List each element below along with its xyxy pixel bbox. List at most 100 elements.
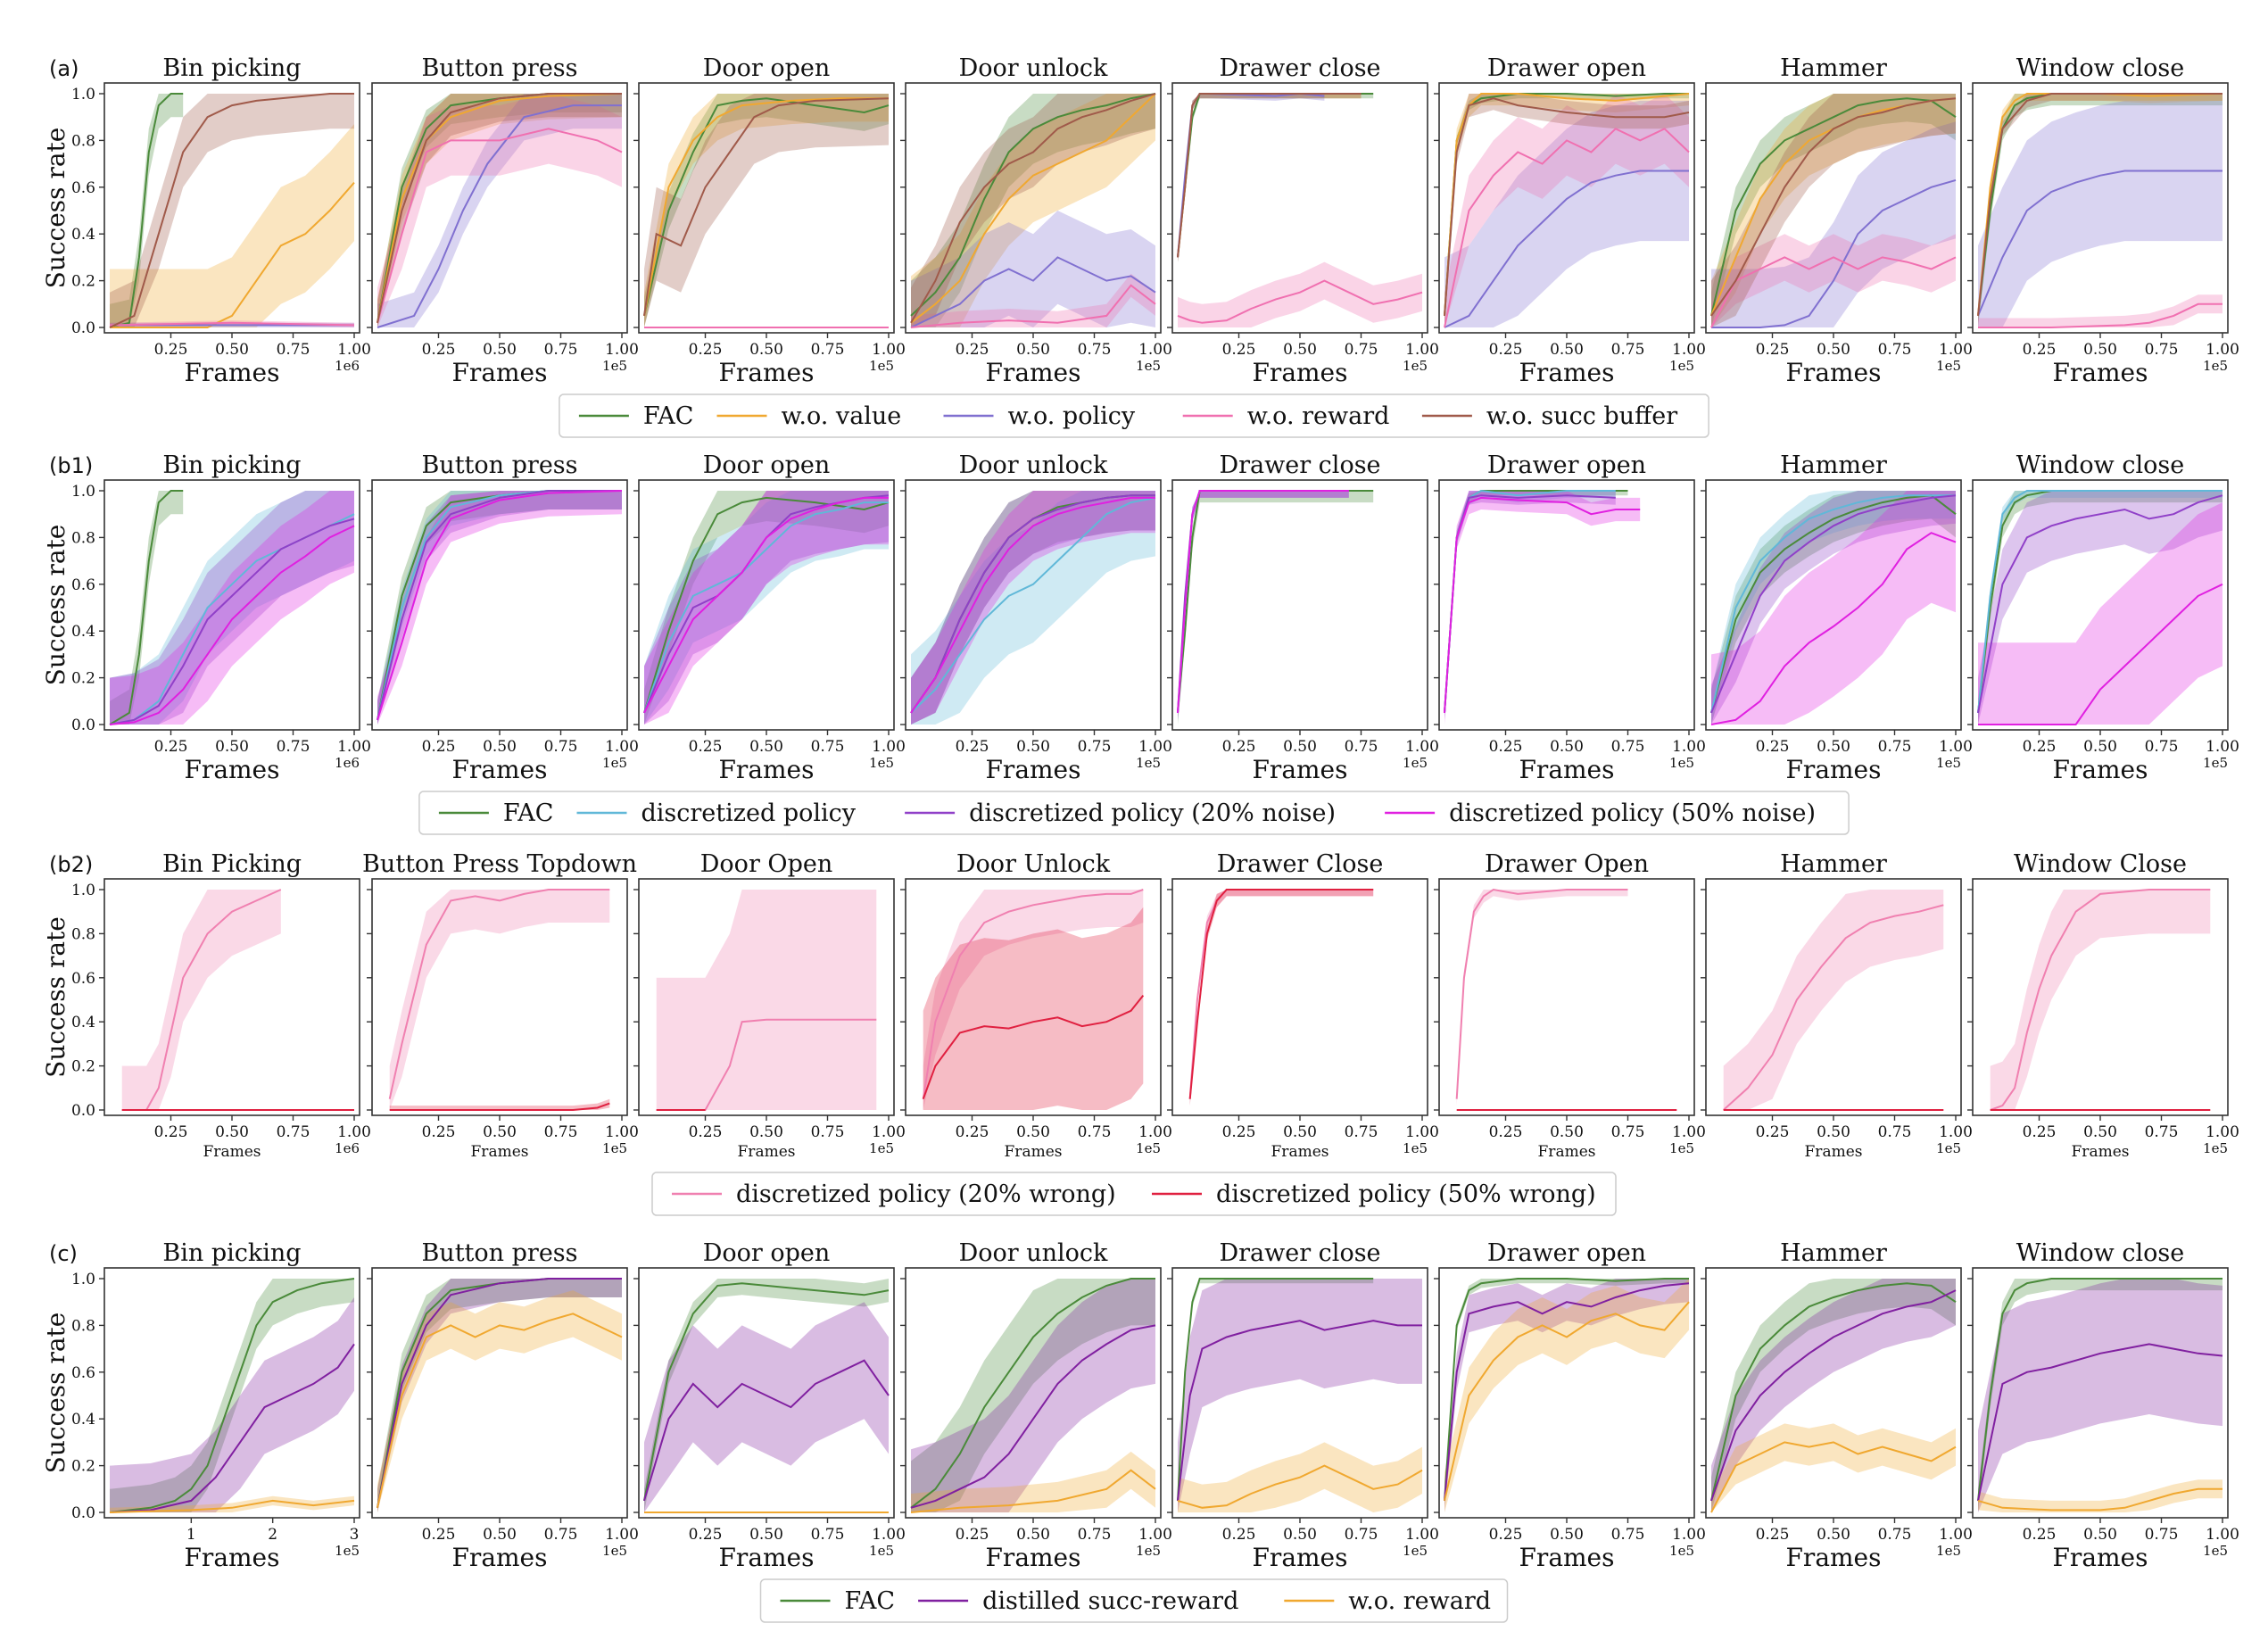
series-line xyxy=(910,93,1156,317)
x-multiplier: 1e5 xyxy=(1403,358,1428,374)
plot-area xyxy=(109,1278,355,1513)
panel-title: Bin picking xyxy=(162,451,301,479)
panel-title: Bin Picking xyxy=(162,850,302,878)
series-line xyxy=(1444,494,1616,713)
x-tick-label: 1.00 xyxy=(605,738,639,756)
series-line xyxy=(1444,93,1690,316)
panel-title: Door unlock xyxy=(959,54,1108,82)
x-multiplier: 1e5 xyxy=(602,755,627,771)
y-tick-label: 0.6 xyxy=(71,179,95,197)
series-line xyxy=(1177,1320,1422,1502)
plot-area xyxy=(910,491,1156,725)
y-tick-label: 0.4 xyxy=(71,1014,95,1031)
x-multiplier: 1e5 xyxy=(869,755,894,771)
series-line xyxy=(910,256,1156,328)
series-band xyxy=(1444,491,1641,725)
row-label: (b1) xyxy=(49,453,93,478)
x-axis-label: Frames xyxy=(1271,1143,1329,1161)
series-band xyxy=(1178,94,1374,262)
x-tick-label: 0.75 xyxy=(2145,738,2179,756)
y-tick-label: 0.0 xyxy=(71,1102,95,1120)
x-multiplier: 1e5 xyxy=(1669,358,1694,374)
legend-box xyxy=(418,791,1850,835)
series-line xyxy=(121,889,282,1111)
series-line xyxy=(377,1313,623,1509)
panel-title: Drawer open xyxy=(1487,1239,1646,1267)
series-line xyxy=(1444,1282,1690,1501)
series-line xyxy=(1177,490,1349,713)
x-tick-label: 0.50 xyxy=(483,1526,517,1544)
series-band xyxy=(1978,1279,2222,1512)
x-tick-label: 0.25 xyxy=(2023,341,2057,359)
x-tick-label: 0.75 xyxy=(1078,1526,1112,1544)
x-axis-label: Frames xyxy=(1519,1543,1615,1572)
y-tick-label: 0.8 xyxy=(71,925,95,943)
x-tick-label: 0.75 xyxy=(544,341,578,359)
legend-box xyxy=(559,393,1709,438)
plot-area xyxy=(377,1278,623,1512)
legend-entry: FAC xyxy=(643,402,694,430)
series-line xyxy=(1977,1278,2222,1502)
x-tick-label: 0.75 xyxy=(544,738,578,756)
series-line xyxy=(1710,494,1957,714)
series-band xyxy=(644,1279,889,1512)
plot-area xyxy=(656,890,877,1111)
x-tick-label: 0.75 xyxy=(1611,1123,1645,1141)
series-band xyxy=(110,491,354,725)
x-tick-label: 1.00 xyxy=(337,1123,371,1141)
series-line xyxy=(1710,494,1956,714)
series-band xyxy=(1444,491,1628,718)
x-tick-label: 1.00 xyxy=(872,1526,906,1544)
series-band xyxy=(1178,261,1422,327)
x-tick-label: 0.25 xyxy=(154,738,188,756)
series-line xyxy=(1710,1282,1957,1502)
x-tick-label: 0.25 xyxy=(956,1526,989,1544)
x-tick-label: 0.50 xyxy=(2083,738,2117,756)
panel-title: Drawer open xyxy=(1487,451,1646,479)
plot-area xyxy=(1455,888,1677,1111)
x-tick-label: 1.00 xyxy=(1672,738,1706,756)
y-axis-label: Success rate xyxy=(41,916,70,1078)
panel-title: Hammer xyxy=(1780,1239,1887,1267)
plot-area xyxy=(910,93,1156,328)
series-band xyxy=(644,491,889,725)
x-tick-label: 0.50 xyxy=(483,1123,517,1141)
x-tick-label: 0.50 xyxy=(2083,1526,2117,1544)
x-tick-label: 2 xyxy=(268,1526,277,1544)
series-band xyxy=(1178,491,1374,725)
legend-entry: w.o. reward xyxy=(1348,1587,1491,1615)
series-band xyxy=(1444,1279,1689,1512)
plot-area xyxy=(1710,491,1957,725)
x-axis-label: Frames xyxy=(452,1543,548,1572)
plot-frame xyxy=(1171,479,1428,731)
x-multiplier: 1e5 xyxy=(1936,358,1961,374)
panel-title: Door open xyxy=(703,54,831,82)
x-tick-label: 0.75 xyxy=(1878,1526,1912,1544)
series-line xyxy=(1444,1301,1690,1502)
series-band xyxy=(1711,491,1956,725)
plot-area xyxy=(1177,1278,1423,1512)
x-tick-label: 0.25 xyxy=(1489,738,1523,756)
x-tick-label: 0.75 xyxy=(1611,341,1645,359)
legend-entry: w.o. succ buffer xyxy=(1486,402,1677,430)
series-line xyxy=(1177,92,1325,258)
x-tick-label: 0.25 xyxy=(154,341,188,359)
x-tick-label: 0.25 xyxy=(956,738,989,756)
x-axis-label: Frames xyxy=(185,1543,280,1572)
x-tick-label: 0.50 xyxy=(483,738,517,756)
series-line xyxy=(1455,888,1628,1099)
series-line xyxy=(910,1324,1156,1509)
series-line xyxy=(109,93,184,328)
x-axis-label: Frames xyxy=(986,755,1081,784)
y-tick-label: 0.2 xyxy=(71,1058,95,1076)
panel-title: Window close xyxy=(2016,1239,2184,1267)
series-band xyxy=(110,1495,354,1512)
x-tick-label: 0.25 xyxy=(154,1123,188,1141)
